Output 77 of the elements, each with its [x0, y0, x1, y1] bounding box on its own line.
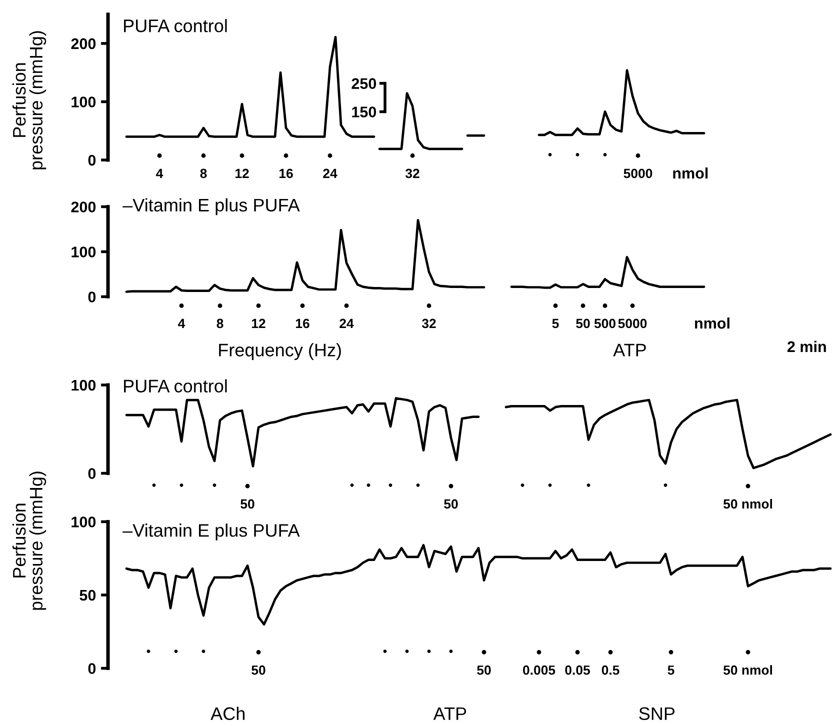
category-label: 50: [444, 499, 458, 509]
category-label: •: [603, 153, 607, 156]
category-label: •: [664, 484, 668, 487]
line-series: [378, 92, 464, 150]
chart-title: PUFA control: [124, 18, 227, 32]
category-label: 0.05: [565, 665, 590, 675]
category-label: 500: [594, 318, 616, 328]
y-tick-label: 200: [71, 202, 96, 212]
category-label: 4: [178, 318, 186, 328]
category-label: 5000: [624, 168, 652, 178]
category-label: 32: [422, 318, 436, 328]
category-label: 50 nmol: [723, 665, 772, 675]
text: ATP: [613, 344, 646, 356]
category-label: 50: [576, 318, 590, 328]
category-label: 5: [668, 666, 674, 675]
category-label: •: [174, 650, 178, 653]
category-label: •: [548, 153, 552, 156]
category-label: 32: [405, 168, 420, 178]
category-label: 16: [296, 318, 310, 328]
y-axis-title: Perfusion pressure (mmHg): [12, 472, 46, 610]
y-tick-label: 100: [72, 516, 96, 528]
category-label: •: [576, 153, 580, 156]
chart-title: –Vitamin E plus PUFA: [122, 198, 300, 216]
category-label: 50: [252, 665, 266, 675]
category-label: 50: [240, 499, 254, 509]
y-tick-label: 100: [72, 380, 96, 391]
category-label: 24: [340, 318, 354, 328]
category-label: 24: [323, 168, 338, 178]
y-axis-title: Perfusion pressure (mmHg): [12, 31, 46, 170]
y-tick-label: 200: [71, 38, 96, 50]
category-label: 8: [200, 168, 207, 178]
text: Frequency (Hz): [219, 343, 341, 360]
category-label: •: [405, 650, 409, 653]
category-label: •: [449, 650, 453, 653]
category-label: •: [180, 484, 184, 487]
text: 2 min: [787, 340, 826, 352]
category-label: •: [383, 650, 387, 653]
y2-tick-label: 150: [352, 106, 376, 118]
category-label: 12: [235, 168, 249, 178]
category-label: 50: [477, 665, 491, 675]
category-label: •: [146, 650, 150, 653]
y-tick-label: 0: [88, 292, 96, 302]
category-label: •: [366, 484, 370, 487]
category-label: •: [202, 650, 206, 653]
y-tick-label: 100: [72, 96, 96, 108]
category-label: •: [212, 484, 216, 487]
chart-title: –Vitamin E plus PUFA: [122, 524, 300, 540]
category-label: 4: [156, 168, 164, 178]
line-series: [125, 544, 832, 626]
category-label: 12: [252, 318, 266, 328]
text: nmol: [673, 167, 708, 179]
text: nmol: [695, 317, 730, 329]
category-label: •: [388, 484, 392, 487]
category-label: •: [586, 484, 590, 487]
category-label: •: [152, 484, 156, 487]
y-tick-label: 100: [72, 246, 96, 258]
y-tick-label: 0: [88, 468, 96, 479]
text: ACh: [210, 706, 245, 720]
text: SNP: [639, 707, 675, 720]
category-label: 5000: [618, 318, 647, 328]
category-label: •: [416, 484, 420, 487]
y-tick-label: 0: [88, 663, 96, 674]
category-label: 16: [279, 168, 293, 178]
category-label: 0.5: [602, 665, 620, 675]
category-label: •: [427, 650, 431, 653]
category-label: 5: [552, 318, 559, 328]
y-tick-label: 0: [88, 154, 96, 166]
category-label: 0.005: [523, 665, 556, 675]
category-label: •: [350, 484, 354, 487]
text: ATP: [433, 707, 466, 720]
category-label: •: [520, 484, 524, 487]
y2-tick-label: 250: [352, 78, 376, 89]
y-tick-label: 50: [80, 590, 96, 601]
category-label: 50 nmol: [723, 498, 772, 509]
chart-title: PUFA control: [124, 379, 227, 392]
category-label: 8: [216, 318, 224, 328]
category-label: •: [548, 484, 552, 487]
